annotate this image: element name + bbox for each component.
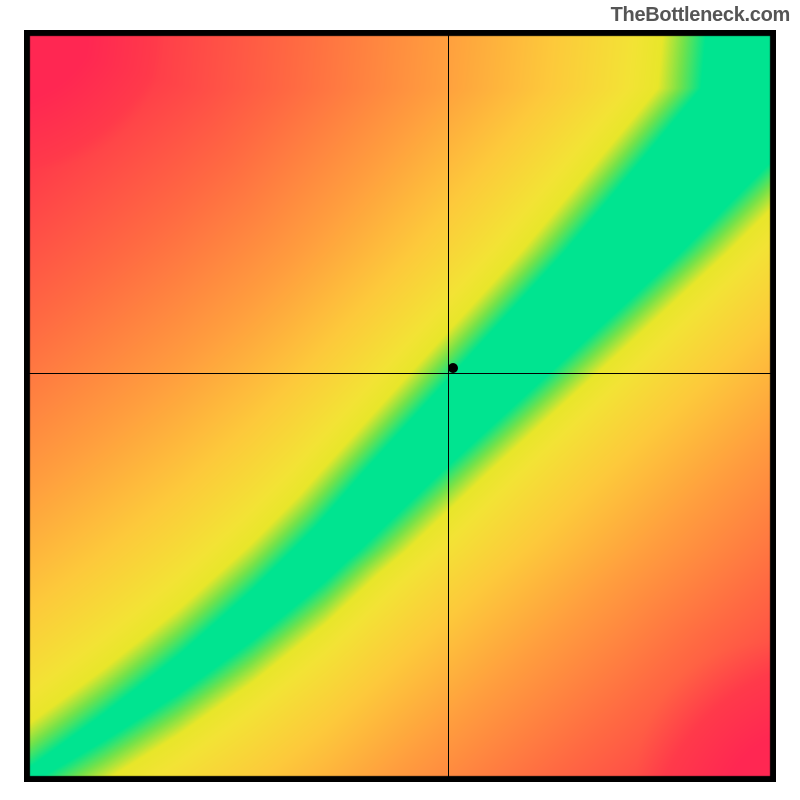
watermark-text: TheBottleneck.com xyxy=(611,4,790,27)
data-point-marker xyxy=(448,363,458,373)
heatmap-canvas xyxy=(24,30,776,782)
crosshair-horizontal xyxy=(24,373,776,374)
container: TheBottleneck.com xyxy=(0,0,800,800)
plot-area xyxy=(24,30,776,782)
crosshair-vertical xyxy=(448,30,449,782)
